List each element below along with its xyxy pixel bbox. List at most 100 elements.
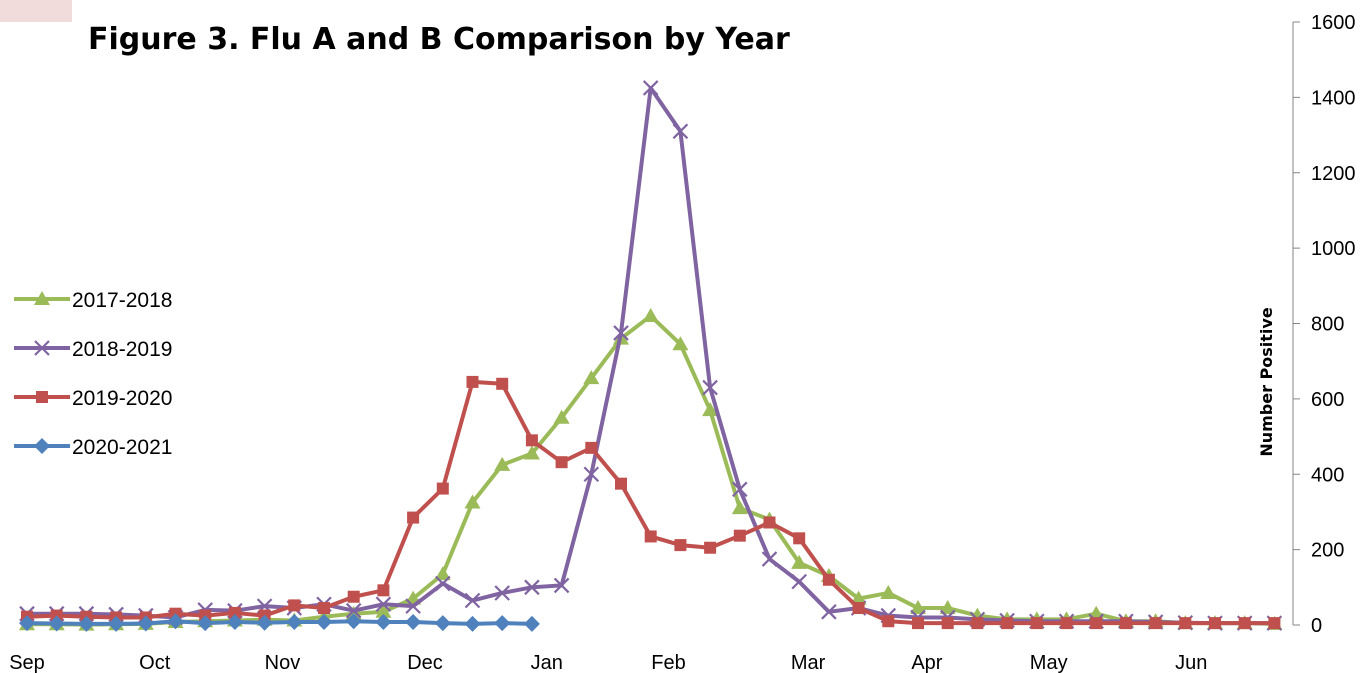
legend-swatch-marker: [36, 391, 48, 403]
data-point: [882, 615, 895, 628]
y-axis-title: Number Positive: [1257, 307, 1276, 457]
data-point: [939, 600, 956, 615]
series-2019-2020: [21, 375, 1281, 630]
data-point: [1209, 617, 1221, 630]
data-point: [821, 604, 837, 620]
x-tick-label: Sep: [9, 652, 45, 673]
data-point: [405, 598, 421, 614]
data-point: [226, 613, 243, 630]
data-point: [1119, 617, 1132, 630]
y-tick-label: 400: [1311, 464, 1344, 486]
data-point: [941, 617, 954, 630]
data-point: [672, 123, 689, 140]
data-point: [48, 615, 65, 632]
data-point: [971, 617, 984, 630]
legend-label: 2017-2018: [72, 289, 172, 312]
x-tick-label: Jun: [1175, 652, 1207, 673]
data-point: [642, 307, 659, 322]
chart-title: Figure 3. Flu A and B Comparison by Year: [88, 22, 790, 57]
data-point: [405, 613, 422, 630]
data-point: [434, 566, 451, 581]
data-point: [197, 615, 214, 632]
data-point: [585, 441, 598, 454]
data-point: [1238, 617, 1251, 630]
x-tick-label: Nov: [265, 652, 301, 673]
x-tick-label: Feb: [651, 652, 685, 673]
series-2020-2021: [19, 613, 540, 632]
data-point: [672, 336, 689, 351]
data-point: [347, 590, 360, 603]
y-tick-label: 1600: [1311, 12, 1356, 34]
data-point: [464, 592, 481, 609]
data-point: [644, 530, 657, 543]
data-point: [1001, 617, 1014, 630]
data-point: [407, 511, 420, 524]
legend-swatch-marker: [34, 438, 50, 454]
data-point: [642, 80, 659, 96]
data-point: [702, 402, 719, 417]
data-point: [345, 602, 362, 619]
data-point: [732, 481, 748, 498]
y-tick-label: 1000: [1311, 238, 1356, 260]
data-point: [1090, 617, 1103, 630]
x-tick-label: Dec: [407, 652, 443, 673]
data-point: [791, 573, 807, 590]
data-point: [1179, 617, 1192, 630]
data-point: [1149, 617, 1162, 630]
data-point: [167, 613, 184, 630]
data-point: [375, 603, 392, 618]
data-point: [345, 613, 362, 630]
data-point: [523, 445, 540, 460]
corner-tab-decoration: [0, 0, 72, 22]
data-point: [793, 532, 806, 545]
data-point: [822, 573, 835, 586]
data-point: [1268, 617, 1281, 630]
legend-item: 2018-2019: [14, 338, 172, 361]
data-point: [375, 596, 392, 613]
x-tick-label: May: [1030, 652, 1068, 673]
legend: 2017-2018 2018-2019 2019-2020 2020-2021: [14, 289, 172, 459]
y-tick-label: 1400: [1311, 87, 1356, 109]
legend-swatch-marker: [34, 340, 50, 356]
data-point: [377, 584, 390, 597]
data-point: [494, 585, 510, 601]
data-point: [613, 325, 629, 341]
data-point: [436, 482, 449, 495]
series-lines: [19, 80, 1283, 632]
data-point: [555, 456, 568, 469]
data-point: [434, 615, 451, 632]
x-tick-label: Mar: [791, 652, 826, 673]
series-line: [27, 313, 1275, 627]
x-tick-label: Apr: [911, 652, 942, 673]
data-point: [583, 370, 600, 385]
y-tick-label: 800: [1311, 314, 1344, 336]
y-tick-label: 600: [1311, 389, 1344, 411]
legend-item: 2019-2020: [14, 387, 172, 410]
data-point: [286, 613, 303, 630]
data-point: [316, 613, 332, 630]
data-point: [674, 539, 687, 552]
data-point: [553, 409, 570, 424]
y-tick-label: 1200: [1311, 163, 1356, 185]
legend-item: 2020-2021: [14, 436, 172, 459]
series-line: [27, 85, 1275, 626]
data-point: [137, 615, 154, 632]
data-point: [256, 614, 273, 631]
series-2018-2019: [19, 80, 1283, 631]
y-tick-label: 0: [1311, 615, 1322, 637]
data-point: [494, 456, 511, 471]
x-tick-label: Oct: [139, 652, 171, 673]
data-point: [464, 494, 481, 509]
data-point: [791, 554, 808, 569]
data-point: [1030, 617, 1043, 630]
data-point: [852, 602, 865, 615]
data-point: [78, 615, 95, 632]
legend-swatch-marker: [34, 291, 50, 305]
y-axis: 0 200 400 600 800 1000 1200 1400 1600: [1292, 12, 1356, 637]
data-point: [912, 617, 924, 630]
data-point: [523, 615, 540, 632]
series-line: [26, 379, 1275, 626]
data-point: [496, 377, 509, 390]
series-2017-2018: [19, 307, 1283, 631]
